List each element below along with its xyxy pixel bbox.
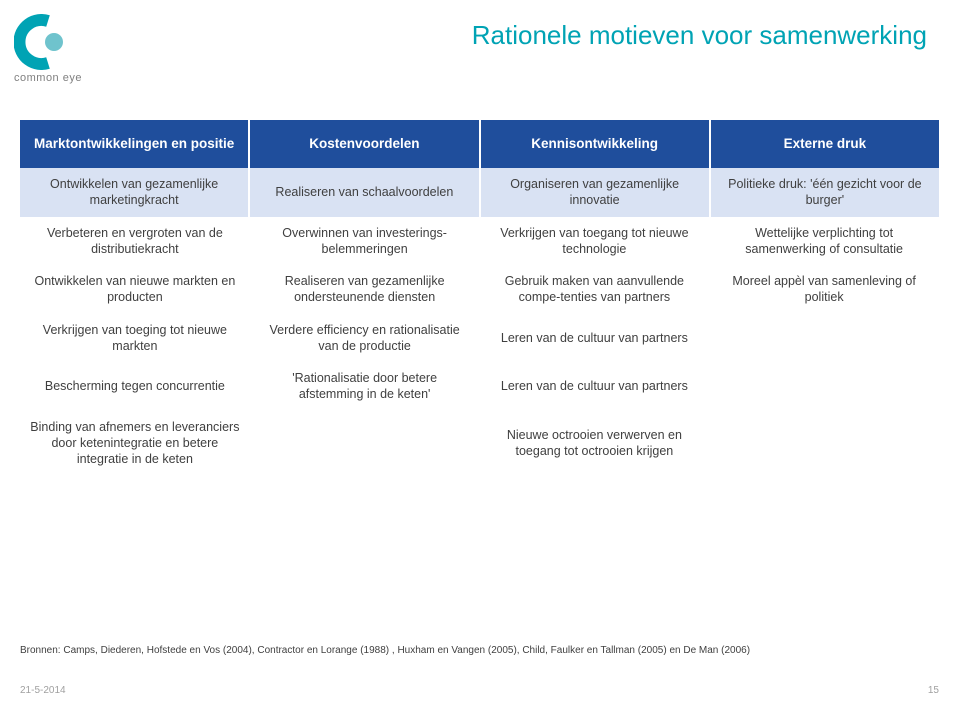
- cell: Verbeteren en vergroten van de distribut…: [20, 217, 250, 266]
- motives-table: Marktontwikkelingen en positie Kostenvoo…: [20, 120, 939, 475]
- table-row: Ontwikkelen van nieuwe markten en produc…: [20, 265, 939, 314]
- cell: Wettelijke verplichting tot samenwerking…: [709, 217, 939, 266]
- cell: Gebruik maken van aanvullende compe-tent…: [480, 265, 710, 314]
- col-sub-2: Organiseren van gezamenlijke innovatie: [481, 168, 711, 217]
- cell: [250, 411, 480, 476]
- cell: Nieuwe octrooien verwerven en toegang to…: [480, 411, 710, 476]
- cell: [709, 314, 939, 363]
- cell: Verkrijgen van toegang tot nieuwe techno…: [480, 217, 710, 266]
- table-subheader-row: Ontwikkelen van gezamenlijke marketingkr…: [20, 168, 939, 217]
- col-header-2: Kennisontwikkeling: [481, 120, 711, 168]
- table-header-row: Marktontwikkelingen en positie Kostenvoo…: [20, 120, 939, 168]
- table-row: Verbeteren en vergroten van de distribut…: [20, 217, 939, 266]
- col-sub-1: Realiseren van schaalvoordelen: [250, 168, 480, 217]
- brand-logo: common eye: [14, 14, 84, 84]
- slide-title: Rationele motieven voor samenwerking: [472, 20, 927, 51]
- footer-page-number: 15: [928, 685, 939, 696]
- table-row: Verkrijgen van toeging tot nieuwe markte…: [20, 314, 939, 363]
- col-header-0: Marktontwikkelingen en positie: [20, 120, 250, 168]
- table-row: Bescherming tegen concurrentie 'Rational…: [20, 362, 939, 411]
- cell: Binding van afnemers en leveranciers doo…: [20, 411, 250, 476]
- cell: Moreel appèl van samenleving of politiek: [709, 265, 939, 314]
- col-sub-0: Ontwikkelen van gezamenlijke marketingkr…: [20, 168, 250, 217]
- col-header-1: Kostenvoordelen: [250, 120, 480, 168]
- brand-name: common eye: [14, 72, 84, 84]
- table-row: Binding van afnemers en leveranciers doo…: [20, 411, 939, 476]
- slide-title-text: Rationele motieven voor samenwerking: [472, 20, 927, 50]
- footer-date: 21-5-2014: [20, 685, 66, 696]
- cell: Leren van de cultuur van partners: [480, 314, 710, 363]
- cell: Bescherming tegen concurrentie: [20, 362, 250, 411]
- cell: 'Rationalisatie door betere afstemming i…: [250, 362, 480, 411]
- cell: Leren van de cultuur van partners: [480, 362, 710, 411]
- cell: Verkrijgen van toeging tot nieuwe markte…: [20, 314, 250, 363]
- col-header-3: Externe druk: [711, 120, 939, 168]
- cell: [709, 362, 939, 411]
- col-sub-3: Politieke druk: 'één gezicht voor de bur…: [711, 168, 939, 217]
- cell: Verdere efficiency en rationalisatie van…: [250, 314, 480, 363]
- cell: Realiseren van gezamenlijke ondersteunen…: [250, 265, 480, 314]
- cell: Ontwikkelen van nieuwe markten en produc…: [20, 265, 250, 314]
- sources-footnote: Bronnen: Camps, Diederen, Hofstede en Vo…: [20, 645, 750, 656]
- logo-mark: [14, 14, 84, 70]
- cell: [709, 411, 939, 476]
- cell: Overwinnen van investerings-belemmeringe…: [250, 217, 480, 266]
